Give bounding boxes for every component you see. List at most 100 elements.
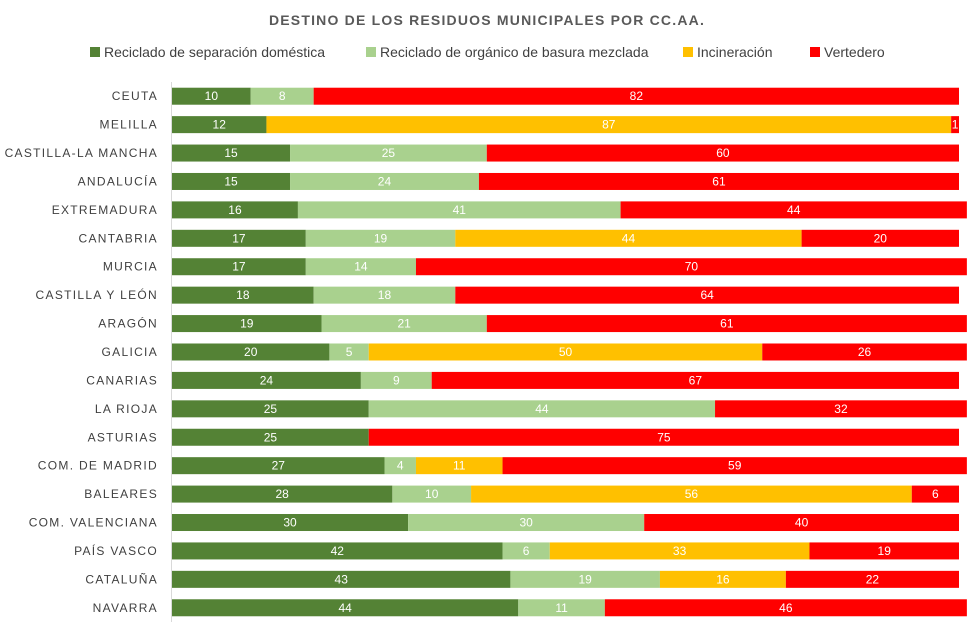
category-label-com-de-madrid: COM. DE MADRID [38,459,158,473]
legend: Reciclado de separación doméstica Recicla… [90,44,885,60]
value-label-reciclado-organico-ceuta: 8 [279,89,286,103]
bar-segment-incineracion-com-de-madrid [415,457,503,475]
bar-segment-vertedero-baleares [911,485,959,503]
value-label-vertedero-asturias: 75 [657,430,671,444]
category-label-navarra: NAVARRA [93,601,158,615]
category-label-andalucia: ANDALUCÍA [78,173,158,188]
value-label-vertedero-andalucia: 61 [712,174,726,188]
value-label-reciclado-domestico-murcia: 17 [232,260,246,274]
value-label-reciclado-domestico-cantabria: 17 [232,231,246,245]
bar-segment-reciclado-domestico-galicia [172,343,330,361]
value-label-reciclado-organico-galicia: 5 [346,345,353,359]
bar-segment-vertedero-castilla-la-mancha [486,144,959,162]
value-label-reciclado-domestico-com-de-madrid: 27 [272,459,286,473]
value-label-vertedero-canarias: 67 [689,373,703,387]
category-label-murcia: MURCIA [103,260,158,274]
category-label-cantabria: CANTABRIA [79,231,159,245]
value-label-incineracion-cantabria: 44 [622,231,636,245]
category-label-extremadura: EXTREMADURA [52,203,158,217]
bar-segment-reciclado-domestico-castilla-y-leon [172,286,314,304]
value-label-reciclado-domestico-la-rioja: 25 [264,402,278,416]
value-label-vertedero-murcia: 70 [685,260,699,274]
bar-segment-vertedero-asturias [368,428,959,446]
bar-segment-vertedero-navarra [604,599,967,617]
legend-swatch-incineracion [683,47,693,57]
category-label-pais-vasco: PAÍS VASCO [74,543,158,558]
value-label-reciclado-domestico-cataluna: 43 [335,572,349,586]
bar-segment-vertedero-extremadura [620,201,967,219]
bar-segment-reciclado-organico-extremadura [297,201,621,219]
category-label-la-rioja: LA RIOJA [95,402,158,416]
value-label-vertedero-castilla-y-leon: 64 [700,288,714,302]
legend-swatch-reciclado-organico [366,47,376,57]
value-label-reciclado-organico-pais-vasco: 6 [523,544,530,558]
bar-segment-vertedero-andalucia [478,172,959,190]
value-label-reciclado-domestico-galicia: 20 [244,345,258,359]
category-label-canarias: CANARIAS [86,373,158,387]
legend-label-vertedero: Vertedero [824,44,885,60]
bar-segment-reciclado-organico-canarias [360,371,432,389]
bar-segment-vertedero-galicia [762,343,967,361]
chart-title: DESTINO DE LOS RESIDUOS MUNICIPALES POR … [269,12,705,28]
bar-segment-reciclado-domestico-cantabria [172,229,306,247]
bar-segment-vertedero-castilla-y-leon [455,286,959,304]
category-label-castilla-y-leon: CASTILLA Y LEÓN [36,287,158,302]
bar-segment-reciclado-domestico-pais-vasco [172,542,503,560]
bar-segment-vertedero-cataluna [785,570,959,588]
legend-label-reciclado-organico: Reciclado de orgánico de basura mezclada [380,44,649,60]
bar-segment-reciclado-organico-baleares [392,485,472,503]
value-label-vertedero-la-rioja: 32 [834,402,848,416]
value-label-vertedero-pais-vasco: 19 [878,544,892,558]
bar-segment-reciclado-domestico-andalucia [172,172,291,190]
value-label-reciclado-organico-cataluna: 19 [578,572,592,586]
value-label-reciclado-domestico-pais-vasco: 42 [331,544,345,558]
bar-segment-vertedero-aragon [486,315,967,333]
value-label-reciclado-domestico-andalucia: 15 [224,174,238,188]
category-label-melilla: MELILLA [100,118,158,132]
category-label-ceuta: CEUTA [112,89,158,103]
category-label-cataluna: CATALUÑA [85,572,158,586]
bar-segment-reciclado-domestico-murcia [172,258,306,276]
bar-segment-reciclado-organico-murcia [305,258,416,276]
bar-segment-incineracion-galicia [368,343,763,361]
bar-segment-reciclado-domestico-ceuta [172,87,251,105]
value-label-vertedero-com-de-madrid: 59 [728,459,742,473]
value-label-reciclado-domestico-com-valenciana: 30 [283,516,297,530]
value-label-reciclado-domestico-melilla: 12 [213,118,227,132]
bar-segment-reciclado-organico-galicia [329,343,369,361]
value-label-vertedero-baleares: 6 [932,487,939,501]
bar-segment-reciclado-organico-ceuta [250,87,314,105]
value-label-vertedero-extremadura: 44 [787,203,801,217]
value-label-vertedero-galicia: 26 [858,345,872,359]
value-label-reciclado-organico-aragon: 21 [397,317,411,331]
category-label-aragon: ARAGÓN [98,316,158,331]
value-label-reciclado-organico-andalucia: 24 [378,174,392,188]
bar-segment-reciclado-domestico-aragon [172,315,322,333]
value-label-incineracion-pais-vasco: 33 [673,544,687,558]
value-label-incineracion-melilla: 87 [602,118,616,132]
bar-segment-vertedero-pais-vasco [809,542,959,560]
value-label-reciclado-domestico-aragon: 19 [240,317,254,331]
bar-segment-vertedero-melilla [951,116,959,134]
bar-segment-reciclado-organico-castilla-la-mancha [290,144,487,162]
value-label-reciclado-organico-castilla-y-leon: 18 [378,288,392,302]
bar-segment-vertedero-murcia [415,258,967,276]
category-label-castilla-la-mancha: CASTILLA-LA MANCHA [5,146,158,160]
bar-segment-vertedero-la-rioja [715,400,967,418]
value-label-reciclado-domestico-castilla-la-mancha: 15 [224,146,238,160]
bar-segment-reciclado-organico-navarra [518,599,605,617]
bar-segment-incineracion-cantabria [455,229,802,247]
bar-segment-reciclado-organico-aragon [321,315,487,333]
bar-segment-vertedero-canarias [431,371,960,389]
value-label-reciclado-domestico-castilla-y-leon: 18 [236,288,250,302]
value-label-reciclado-organico-canarias: 9 [393,373,400,387]
bar-segment-reciclado-domestico-baleares [172,485,393,503]
bar-segment-reciclado-domestico-castilla-la-mancha [172,144,291,162]
bar-segment-incineracion-melilla [266,116,952,134]
value-label-vertedero-cataluna: 22 [866,572,880,586]
value-label-incineracion-cataluna: 16 [716,572,730,586]
value-label-incineracion-galicia: 50 [559,345,573,359]
category-label-galicia: GALICIA [102,345,158,359]
value-label-vertedero-castilla-la-mancha: 60 [716,146,730,160]
